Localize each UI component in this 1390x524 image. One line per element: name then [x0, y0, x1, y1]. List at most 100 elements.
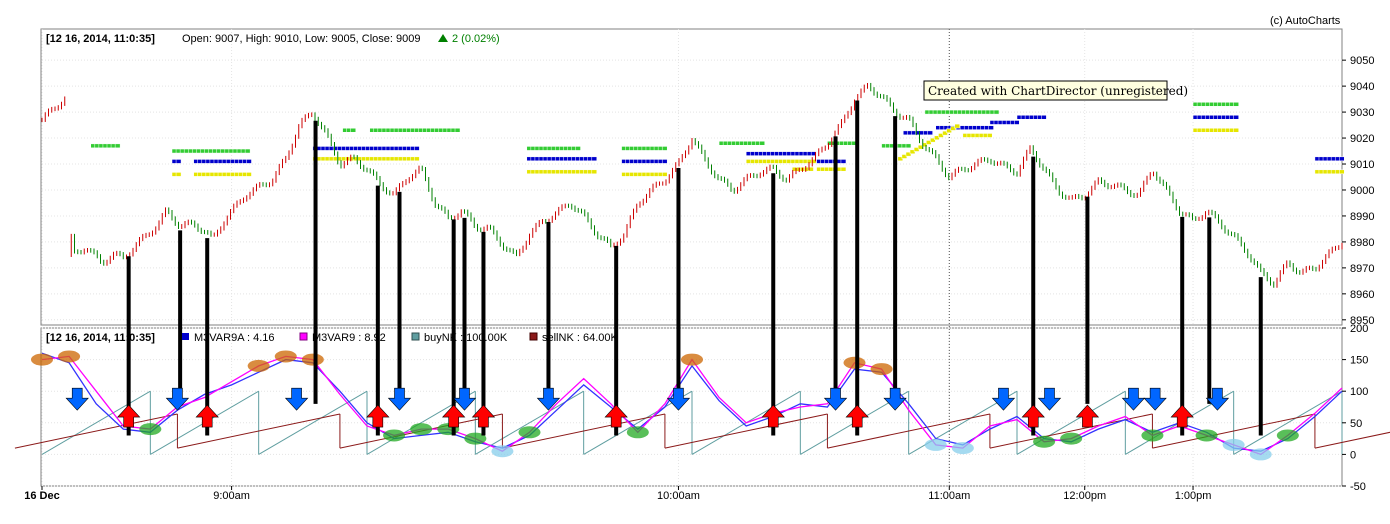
indicator-y-tick-label: 0 [1350, 449, 1356, 461]
sell-arrow-icon [883, 387, 907, 411]
buy-ramp-line [41, 390, 151, 455]
band-mark [246, 159, 252, 164]
band-mark [661, 159, 668, 164]
indicator-blob [274, 350, 297, 363]
indicator-blob [410, 423, 433, 436]
legend-swatch-buynk [411, 332, 420, 341]
indicator-blob [626, 426, 649, 439]
legend-swatch-sellnk [529, 332, 538, 341]
axes: 9050 9040 9030 9020 9010 9000 8990 8980 8970 8960… [24, 55, 1374, 502]
sell-arrow-icon [1121, 387, 1146, 411]
band-mark [759, 140, 765, 146]
top-timestamp: [12 16, 2014, 11:0:35] [46, 33, 155, 45]
buy-arrow-icon [441, 404, 466, 428]
price-y-tick-label: 8980 [1350, 237, 1374, 249]
change-up-icon [438, 34, 448, 42]
legend-label-sellnk: sellNK : 64.00K [542, 332, 618, 344]
sell-arrow-icon [666, 387, 691, 411]
band-mark [246, 172, 252, 177]
indicator-blob [383, 429, 406, 442]
buy-ramp-line [1233, 390, 1343, 455]
price-y-tick-label: 9040 [1350, 81, 1374, 93]
indicator-y-tick-label: -50 [1350, 481, 1366, 493]
indicator-y-tick-label: 100 [1350, 386, 1368, 398]
band-mark [954, 123, 960, 129]
indicator-y-tick-label: 200 [1350, 323, 1368, 335]
band-mark [114, 143, 121, 149]
band-mark [244, 148, 251, 154]
sell-arrow-icon [823, 387, 848, 411]
band-mark [575, 146, 581, 151]
band-mark [840, 159, 847, 164]
band-mark [810, 159, 817, 164]
signal-arrows [65, 387, 1230, 428]
x-tick-label: 11:00am [928, 490, 970, 502]
indicator-blob [491, 445, 514, 458]
band-mark [934, 135, 940, 141]
indicator-blob [31, 353, 53, 366]
indicator-blob [301, 353, 324, 366]
band-mark [661, 172, 668, 177]
indicator-blob [681, 353, 703, 366]
watermark-box [923, 80, 1168, 101]
band-mark [901, 154, 908, 159]
sell-arrow-icon [991, 387, 1016, 411]
band-mark [454, 128, 461, 133]
band-mark [840, 166, 847, 172]
band-mark [897, 156, 904, 162]
band-mark [930, 137, 936, 143]
sell-arrow-icon [387, 387, 412, 411]
band-mark [1339, 169, 1345, 175]
indicator-y-tick-label: 50 [1350, 418, 1362, 430]
sell-arrow-icon [1205, 387, 1230, 411]
band-mark [414, 156, 420, 162]
bottom-timestamp: [12 16, 2014, 11:0:35] [46, 332, 155, 344]
change-text: 2 (0.02%) [452, 33, 500, 45]
buy-arrow-icon [1170, 404, 1194, 428]
price-candles [41, 82, 1343, 288]
sell-arrow-icon [284, 387, 309, 411]
indicator-lines [31, 350, 1343, 461]
buy-arrow-icon [195, 404, 219, 428]
price-panel [40, 28, 1343, 326]
indicator-blob [1222, 438, 1245, 451]
indicator-blob [870, 363, 893, 376]
sell-arrow-icon [1143, 387, 1167, 411]
buy-arrow-icon [761, 404, 785, 428]
band-mark [175, 159, 182, 164]
indicator-blob [951, 442, 974, 455]
legend-swatch-m3var9 [299, 332, 308, 341]
price-y-tick-label: 8950 [1350, 315, 1374, 327]
x-tick-label: 1:00pm [1175, 490, 1212, 502]
price-y-tick-label: 9000 [1350, 185, 1374, 197]
x-tick-label: 10:00am [657, 490, 700, 502]
band-mark [942, 130, 948, 136]
band-mark [986, 133, 993, 138]
band-mark [350, 128, 356, 133]
band-mark [1233, 115, 1239, 120]
sell-ramp-line [827, 413, 991, 449]
sell-arrow-icon [536, 387, 561, 411]
price-y-tick-label: 8960 [1350, 289, 1374, 301]
band-mark [926, 140, 932, 145]
sell-ramp-line [502, 413, 666, 449]
band-mark [988, 125, 994, 130]
indicator-blob [58, 350, 81, 363]
buy-arrow-icon [471, 404, 496, 428]
price-y-tick-label: 9030 [1350, 107, 1374, 119]
sell-arrow-icon [452, 387, 477, 411]
sell-ramp-line [1152, 413, 1316, 449]
indicator-blob [139, 423, 162, 436]
indicator-blob [247, 359, 270, 372]
band-mark [950, 126, 956, 131]
price-y-tick-label: 9020 [1350, 133, 1374, 145]
buy-arrow-icon [1021, 404, 1045, 428]
legend-label-m3var9a: M3VAR9A : 4.16 [194, 332, 275, 344]
sell-ramp-line [177, 413, 341, 449]
legend-swatch-m3var9a [182, 333, 189, 340]
indicator-blob [924, 438, 947, 451]
copyright-text: (c) AutoCharts [1270, 15, 1341, 27]
band-mark [993, 109, 1000, 115]
band-mark [1233, 102, 1239, 107]
